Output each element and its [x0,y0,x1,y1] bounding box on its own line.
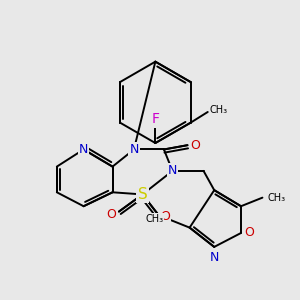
Text: O: O [106,208,116,221]
Text: CH₃: CH₃ [209,105,227,115]
Text: N: N [129,143,139,156]
Text: O: O [190,139,200,152]
Text: O: O [160,210,170,224]
Text: O: O [244,226,254,239]
Text: N: N [210,251,219,264]
Text: CH₃: CH₃ [145,214,163,224]
Text: N: N [168,164,177,177]
Text: N: N [79,143,88,156]
Text: CH₃: CH₃ [267,193,285,202]
Text: F: F [152,112,159,127]
Text: S: S [138,187,147,202]
